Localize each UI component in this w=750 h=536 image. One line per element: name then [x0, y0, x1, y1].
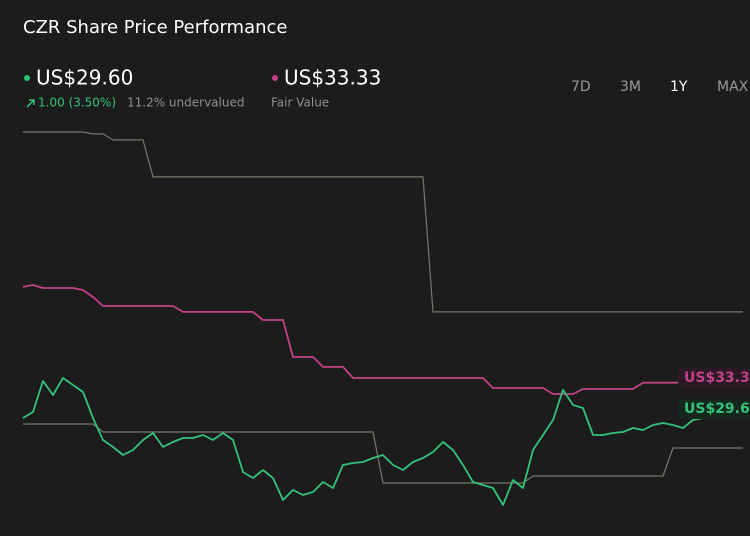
- timeframe-button[interactable]: 1Y: [670, 79, 688, 95]
- timeframes: 7D 3M 1Y MAX: [571, 79, 749, 95]
- fair-value-tag: [678, 368, 750, 388]
- series-line: [22, 377, 714, 506]
- plot: [22, 131, 743, 506]
- timeframe-button[interactable]: MAX: [717, 79, 749, 95]
- price-tag: [678, 399, 750, 419]
- price: US$29.60: [36, 66, 133, 90]
- series-line: [23, 423, 743, 484]
- price-change: 1.00 (3.50%): [38, 96, 116, 110]
- fair-value-tag-text: US$33.33: [684, 370, 750, 386]
- fair-value-label: Fair Value: [271, 96, 329, 110]
- title: CZR Share Price Performance: [23, 17, 288, 38]
- series-line: [22, 284, 683, 395]
- valuation: 11.2% undervalued: [127, 96, 244, 110]
- timeframe-button[interactable]: 3M: [620, 79, 641, 95]
- fair-value: US$33.33: [284, 66, 381, 90]
- fair-value-dot: [272, 75, 278, 81]
- timeframe-button[interactable]: 7D: [571, 79, 591, 95]
- price-tag-text: US$29.60: [684, 401, 750, 417]
- price-dot: [24, 75, 30, 81]
- up-arrow: [26, 99, 35, 108]
- series-line: [23, 131, 743, 313]
